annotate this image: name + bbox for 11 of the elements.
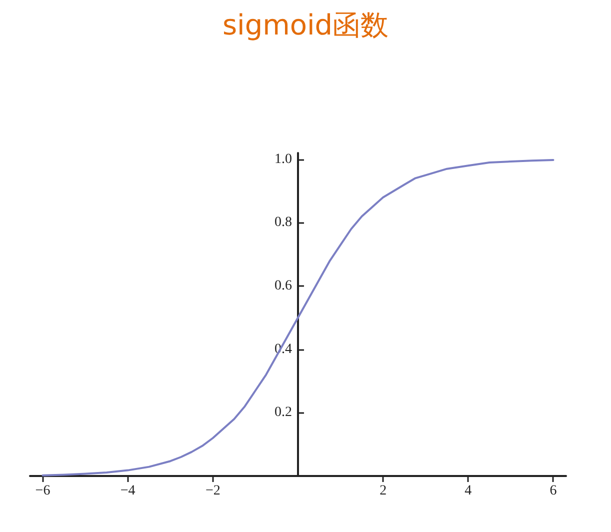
x-tick-label: 4 bbox=[464, 484, 472, 498]
x-tick-label: 2 bbox=[380, 484, 387, 498]
x-tick-label: −6 bbox=[35, 484, 50, 498]
chart-title: sigmoid函数 bbox=[222, 8, 389, 42]
x-tick-label: 6 bbox=[550, 484, 557, 498]
x-tick-label: −4 bbox=[120, 484, 136, 498]
y-tick-label: 0.2 bbox=[274, 405, 292, 420]
x-tick-label: −2 bbox=[205, 484, 220, 498]
y-tick-label: 1.0 bbox=[274, 152, 292, 167]
y-tick-label: 0.6 bbox=[274, 278, 292, 294]
y-tick-label: 0.8 bbox=[274, 215, 292, 230]
